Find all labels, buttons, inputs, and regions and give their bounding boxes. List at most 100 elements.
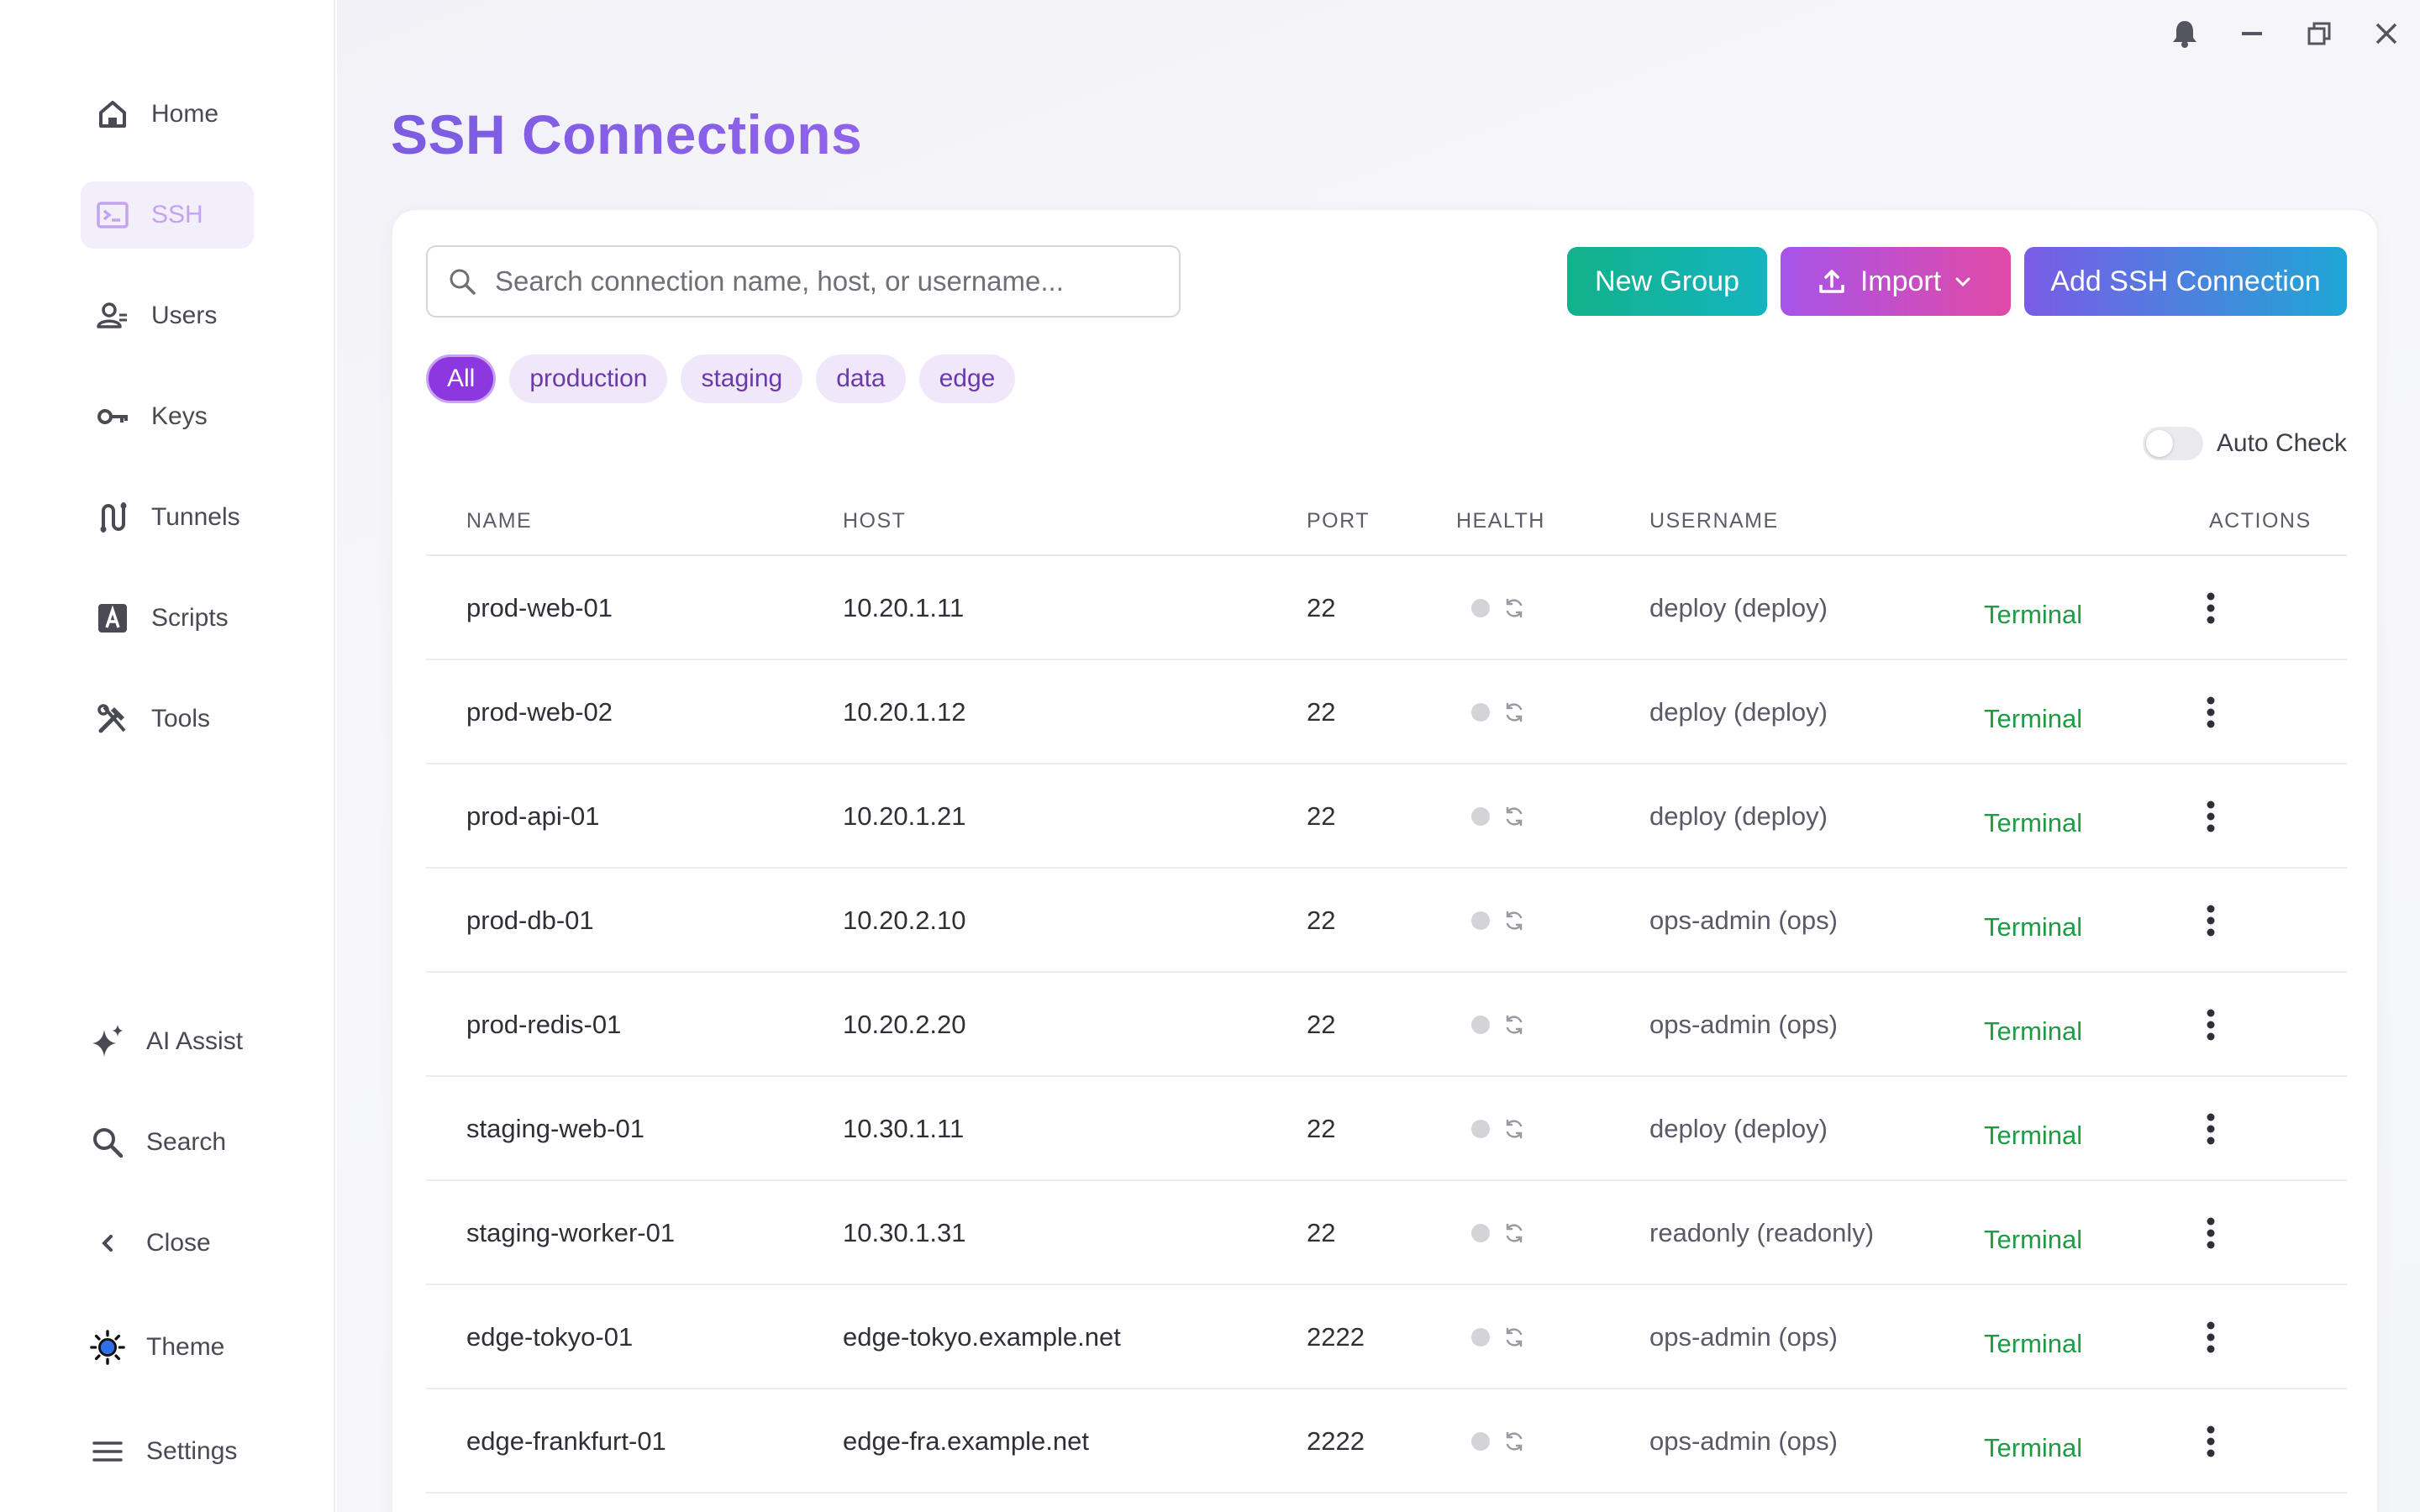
connection-host: 10.20.1.11 [843,593,965,622]
more-options-icon[interactable] [2194,764,2228,869]
sidebar-item-settings[interactable]: Settings [76,1418,237,1485]
connection-name: staging-web-01 [466,1114,644,1143]
connection-host: edge-tokyo.example.net [843,1322,1121,1352]
refresh-icon[interactable] [1503,910,1525,932]
terminal-link[interactable]: Terminal [1984,912,2083,942]
window-controls [2151,15,2420,52]
connection-port: 22 [1307,697,1336,727]
search-icon [448,266,478,297]
column-header-username[interactable]: USERNAME [1649,509,1779,533]
connection-name: prod-web-01 [466,593,613,622]
sidebar-item-label: Scripts [151,604,229,632]
terminal-link[interactable]: Terminal [1984,1121,2083,1150]
connection-name: prod-api-01 [466,801,600,831]
health-dot [1471,599,1490,617]
terminal-link[interactable]: Terminal [1984,808,2083,837]
more-options-icon[interactable] [2194,1285,2228,1389]
table-row[interactable]: prod-web-02 10.20.1.12 22 deploy (deploy) Te… [426,660,2347,764]
table-row[interactable]: edge-frankfurt-01 edge-fra.example.net 222… [426,1389,2347,1494]
connection-username: deploy (deploy) [1649,1114,1828,1143]
sidebar-item-close[interactable]: Close [76,1210,211,1277]
sidebar-item-users[interactable]: Users [81,282,217,349]
connection-username: ops-admin (ops) [1649,1426,1838,1456]
filter-chip-all[interactable]: All [426,354,497,403]
connection-name: edge-tokyo-01 [466,1322,634,1352]
sidebar-item-search[interactable]: Search [76,1109,226,1176]
terminal-link[interactable]: Terminal [1984,1225,2083,1254]
table-row[interactable]: prod-db-01 10.20.2.10 22 ops-admin (ops) Ter… [426,869,2347,973]
refresh-icon[interactable] [1503,1431,1525,1452]
sidebar-item-theme[interactable]: Theme [76,1314,224,1381]
refresh-icon[interactable] [1503,1118,1525,1140]
table-row[interactable]: staging-worker-01 10.30.1.31 22 readonly (r… [426,1181,2347,1285]
restore-icon[interactable] [2286,15,2353,52]
more-options-icon[interactable] [2194,660,2228,764]
sidebar-item-scripts[interactable]: Scripts [81,585,229,652]
column-header-port[interactable]: PORT [1307,509,1370,533]
more-options-icon[interactable] [2194,1389,2228,1494]
filter-chip-staging[interactable]: staging [681,354,803,403]
sidebar-item-tunnels[interactable]: Tunnels [81,484,240,551]
table-row[interactable]: edge-tokyo-01 edge-tokyo.example.net 2222 o… [426,1285,2347,1389]
toggle-switch[interactable] [2142,427,2203,460]
filter-chip-data[interactable]: data [816,354,906,403]
auto-check-toggle[interactable]: Auto Check [2142,427,2347,460]
terminal-link[interactable]: Terminal [1984,1329,2083,1358]
more-options-icon[interactable] [2194,973,2228,1077]
health-dot [1471,911,1490,930]
filter-chips: All production staging data edge [426,354,1028,403]
connection-name: prod-redis-01 [466,1010,622,1039]
terminal-link[interactable]: Terminal [1984,1016,2083,1046]
connection-port: 22 [1307,906,1336,935]
health-status [1471,660,1525,764]
terminal-link[interactable]: Terminal [1984,600,2083,629]
sidebar-item-ai-assist[interactable]: AI Assist [76,1008,243,1075]
chevron-down-icon [1953,271,1973,291]
new-group-button[interactable]: New Group [1567,247,1767,316]
terminal-link[interactable]: Terminal [1984,1433,2083,1462]
search-input[interactable] [495,265,1150,297]
sidebar-item-ssh[interactable]: SSH [81,181,254,249]
more-options-icon[interactable] [2194,869,2228,973]
import-label: Import [1860,265,1942,297]
terminal-link[interactable]: Terminal [1984,704,2083,733]
more-options-icon[interactable] [2194,1181,2228,1285]
bell-icon[interactable] [2151,15,2218,52]
refresh-icon[interactable] [1503,806,1525,827]
column-header-host[interactable]: HOST [843,509,907,533]
health-status [1471,764,1525,869]
table-row[interactable]: prod-web-01 10.20.1.11 22 deploy (deploy) Te… [426,556,2347,660]
menu-icon [89,1433,126,1470]
connection-host: 10.30.1.31 [843,1218,966,1247]
health-dot [1471,1120,1490,1138]
more-options-icon[interactable] [2194,1077,2228,1181]
refresh-icon[interactable] [1503,597,1525,619]
column-header-actions: ACTIONS [2209,509,2312,533]
health-status [1471,973,1525,1077]
sidebar-item-tools[interactable]: Tools [81,685,210,753]
more-options-icon[interactable] [2194,556,2228,660]
connection-username: ops-admin (ops) [1649,906,1838,935]
close-icon[interactable] [2353,15,2420,52]
column-header-name[interactable]: NAME [466,509,533,533]
health-dot [1471,1328,1490,1347]
new-group-label: New Group [1595,265,1739,297]
filter-chip-edge[interactable]: edge [918,354,1016,403]
upload-icon [1818,268,1845,295]
import-button[interactable]: Import [1781,247,2011,316]
sidebar-item-home[interactable]: Home [81,81,218,148]
refresh-icon[interactable] [1503,701,1525,723]
refresh-icon[interactable] [1503,1222,1525,1244]
table-row[interactable]: prod-api-01 10.20.1.21 22 deploy (deploy) Te… [426,764,2347,869]
connection-host: 10.20.2.20 [843,1010,966,1039]
sparkle-icon [89,1023,126,1060]
minimize-icon[interactable] [2218,15,2286,52]
refresh-icon[interactable] [1503,1014,1525,1036]
filter-chip-production[interactable]: production [509,354,668,403]
table-row[interactable]: prod-redis-01 10.20.2.20 22 ops-admin (ops)… [426,973,2347,1077]
refresh-icon[interactable] [1503,1326,1525,1348]
sidebar-item-label: AI Assist [146,1027,244,1055]
sidebar-item-keys[interactable]: Keys [81,383,208,450]
table-row[interactable]: staging-web-01 10.30.1.11 22 deploy (deploy… [426,1077,2347,1181]
add-ssh-connection-button[interactable]: Add SSH Connection [2024,247,2347,316]
